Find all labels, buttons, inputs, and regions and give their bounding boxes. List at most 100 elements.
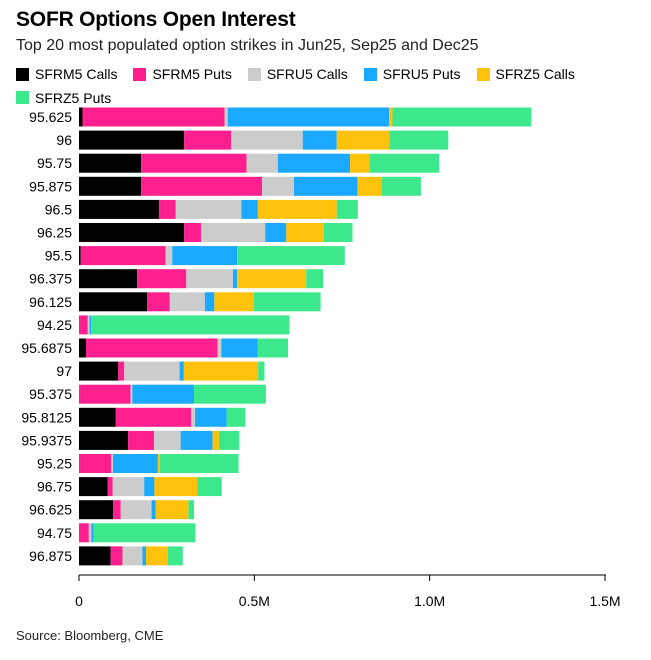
bar-segment-sfrm5-puts: [137, 269, 187, 289]
bar-segment-sfrm5-calls: [79, 430, 129, 450]
bar-segment-sfru5-puts: [144, 477, 155, 497]
bar-segment-sfru5-puts: [132, 384, 195, 404]
bar-segment-sfrz5-puts: [257, 338, 288, 358]
category-label: 96.5: [45, 201, 72, 217]
bar-segment-sfru5-puts: [180, 430, 213, 450]
bar-segment-sfrm5-calls: [79, 500, 114, 520]
category-label: 95.9375: [21, 432, 72, 448]
x-tick-label: 0: [75, 593, 83, 609]
bar-segment-sfrz5-calls: [157, 454, 160, 473]
bar-segment-sfrz5-puts: [188, 500, 195, 520]
legend-label: SFRU5 Calls: [266, 66, 348, 82]
bar-segment-sfrz5-puts: [392, 107, 532, 127]
bar-segment-sfru5-calls: [120, 500, 152, 520]
bar-segment-sfrz5-puts: [159, 454, 239, 473]
category-label: 96: [56, 132, 72, 148]
x-tick-label: 0.5M: [239, 593, 270, 609]
bar-segment-sfrm5-calls: [79, 223, 185, 242]
bar-segment-sfrz5-puts: [91, 315, 290, 335]
category-label: 95.8125: [21, 409, 72, 425]
bar-segment-sfrm5-calls: [79, 292, 148, 312]
bar-segment-sfru5-calls: [87, 315, 90, 335]
bar-segment-sfrz5-calls: [145, 546, 168, 566]
bar-segment-sfrm5-puts: [79, 454, 112, 473]
bar-segment-sfrm5-puts: [184, 130, 232, 150]
bar-segment-sfru5-calls: [169, 292, 205, 312]
category-label: 96.875: [29, 548, 72, 564]
legend-item-sfru5-calls: SFRU5 Calls: [247, 63, 348, 85]
bar-segment-sfru5-puts: [221, 338, 258, 358]
bar-segment-sfrm5-calls: [79, 176, 142, 196]
bar-segment-sfru5-calls: [165, 246, 173, 266]
bar-segment-sfrm5-calls: [79, 246, 81, 266]
bar-segment-sfru5-puts: [277, 153, 351, 173]
bar-segment-sfrm5-calls: [79, 407, 116, 427]
bar-segment-sfrm5-puts: [158, 199, 176, 219]
legend-label: SFRM5 Calls: [35, 66, 118, 82]
legend-item-sfrm5-puts: SFRM5 Puts: [133, 63, 232, 85]
legend-swatch: [363, 67, 377, 81]
bar-segment-sfru5-puts: [142, 546, 146, 566]
bar-segment-sfru5-calls: [217, 338, 222, 358]
bar-segment-sfrm5-puts: [118, 361, 125, 381]
bar-segment-sfrz5-calls: [350, 153, 370, 173]
bar-segment-sfru5-calls: [124, 361, 180, 381]
bar-segment-sfru5-calls: [175, 199, 242, 219]
category-label: 95.25: [37, 456, 72, 472]
bar-segment-sfru5-calls: [231, 130, 303, 150]
bar-segment-sfrm5-puts: [79, 315, 88, 335]
legend-item-sfru5-puts: SFRU5 Puts: [363, 63, 461, 85]
category-label: 96.625: [29, 502, 72, 518]
chart-title: SOFR Options Open Interest: [16, 8, 296, 31]
bar-segment-sfrz5-calls: [286, 223, 324, 242]
bar-segment-sfrz5-calls: [357, 176, 382, 196]
legend-item-sfrz5-puts: SFRZ5 Puts: [16, 87, 111, 109]
bar-segment-sfrz5-calls: [214, 292, 254, 312]
bar-segment-sfru5-puts: [293, 176, 358, 196]
bar-segment-sfrm5-puts: [128, 430, 155, 450]
bar-segment-sfru5-puts: [89, 315, 92, 335]
bar-segment-sfru5-puts: [241, 199, 258, 219]
bar-segment-sfru5-calls: [262, 176, 294, 196]
bar-segment-sfrm5-puts: [80, 246, 166, 266]
bar-segment-sfrz5-puts: [336, 199, 358, 219]
legend-swatch: [16, 67, 29, 81]
category-label: 95.375: [29, 386, 72, 402]
bar-segment-sfrz5-calls: [154, 477, 198, 497]
legend-label: SFRZ5 Calls: [495, 66, 575, 82]
bar-segment-sfru5-puts: [227, 107, 389, 127]
x-tick-label: 1.5M: [589, 593, 620, 609]
bar-segment-sfru5-puts: [172, 246, 238, 266]
bar-segment-sfrz5-puts: [323, 223, 353, 242]
bar-segment-sfru5-calls: [246, 153, 278, 173]
bar-segment-sfrz5-puts: [369, 153, 440, 173]
bar-segment-sfru5-puts: [195, 407, 227, 427]
bar-segment-sfru5-calls: [122, 546, 143, 566]
bar-segment-sfrz5-puts: [93, 523, 196, 543]
bar-segment-sfrz5-calls: [257, 199, 337, 219]
bar-segment-sfrz5-puts: [389, 130, 449, 150]
bar-segment-sfru5-puts: [91, 523, 94, 543]
x-tick-label: 1.0M: [414, 593, 445, 609]
bar-segment-sfrm5-calls: [79, 130, 185, 150]
bar-segment-sfrm5-puts: [79, 384, 131, 404]
legend-item-sfrz5-calls: SFRZ5 Calls: [476, 63, 575, 85]
bar-segment-sfru5-calls: [88, 523, 92, 543]
bar-segment-sfrz5-puts: [237, 246, 345, 266]
bar-segment-sfrm5-puts: [79, 523, 89, 543]
bar-segment-sfrm5-puts: [147, 292, 170, 312]
legend-swatch: [476, 67, 490, 81]
bar-segment-sfrm5-calls: [79, 153, 142, 173]
bar-segment-sfrm5-calls: [79, 199, 159, 219]
bar-segment-sfru5-puts: [204, 292, 215, 312]
bar-segment-sfrz5-puts: [226, 407, 246, 427]
bar-segment-sfrm5-puts: [184, 223, 202, 242]
category-label: 97: [56, 363, 72, 379]
category-label: 96.25: [37, 225, 72, 241]
chart-source: Source: Bloomberg, CME: [16, 628, 164, 643]
bar-segment-sfrz5-calls: [237, 269, 307, 289]
bar-segment-sfrz5-calls: [183, 361, 259, 381]
bar-segment-sfrz5-puts: [381, 176, 421, 196]
bar-segment-sfrm5-puts: [115, 407, 192, 427]
